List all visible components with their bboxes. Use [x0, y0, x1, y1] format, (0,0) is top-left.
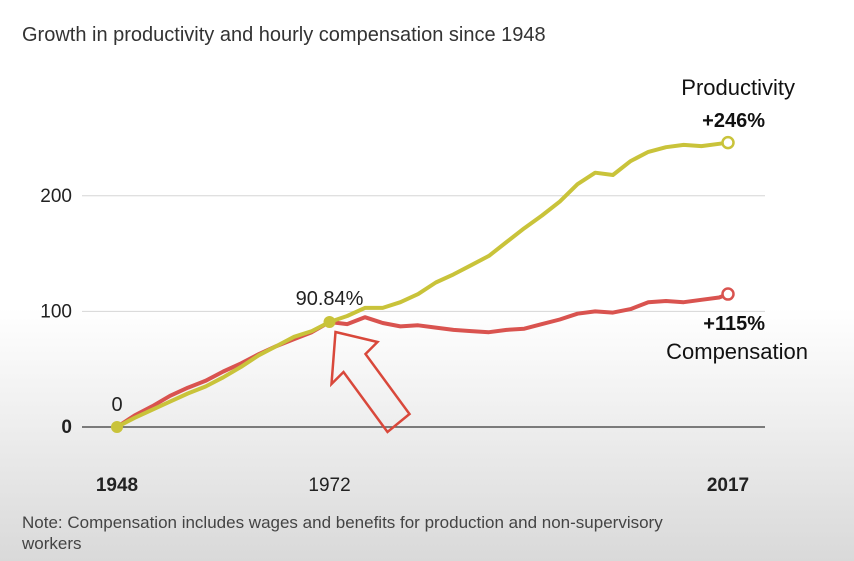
x-tick-label-1972: 1972: [308, 475, 350, 496]
annotation-start-value: 0: [111, 394, 122, 416]
productivity-label: Productivity: [681, 75, 795, 100]
y-tick-label-100: 100: [40, 301, 72, 322]
x-tick-label-2017: 2017: [707, 475, 749, 496]
chart-note: Note: Compensation includes wages and be…: [21, 513, 663, 553]
compensation-label: Compensation: [666, 339, 808, 364]
compensation-end-marker: [721, 287, 735, 301]
compensation-change-label: +115%: [703, 313, 765, 335]
start-point-marker: [111, 421, 123, 433]
annotation-arrow-group: [329, 330, 412, 434]
series-lines: [115, 140, 730, 429]
note-line-1: Note: Compensation includes wages and be…: [22, 513, 663, 532]
x-tick-label-1948: 1948: [96, 475, 138, 496]
y-tick-label-200: 200: [40, 186, 72, 207]
y-tick-label-0: 0: [61, 417, 72, 438]
markers: [111, 135, 735, 433]
chart-title: Growth in productivity and hourly compen…: [22, 24, 546, 46]
convergence-point-marker: [323, 315, 336, 328]
series-line-compensation: [115, 292, 730, 429]
x-axis-ticks: 1948 1972 2017: [96, 475, 749, 496]
productivity-end-marker: [721, 135, 735, 150]
grid-lines: [82, 195, 765, 428]
series-line-productivity: [115, 140, 730, 429]
note-line-2: workers: [21, 534, 82, 553]
productivity-change-label: +246%: [702, 110, 765, 132]
annotation-convergence-value: 90.84%: [296, 288, 364, 310]
y-axis-ticks: 0 100 200: [40, 186, 72, 438]
series-labels: 0 90.84% Productivity +246% +115% Compensatio…: [111, 75, 808, 416]
annotation-arrow: [329, 330, 412, 434]
